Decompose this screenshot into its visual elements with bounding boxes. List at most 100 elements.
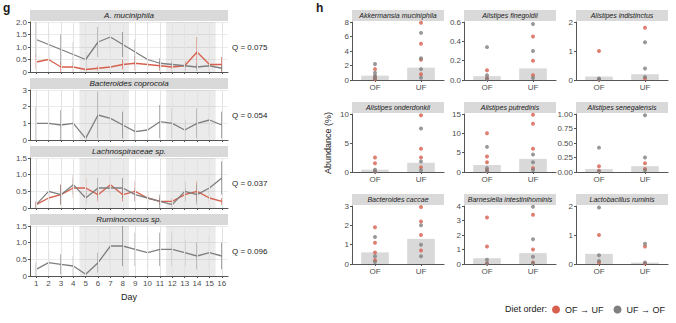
svg-text:4: 4 xyxy=(345,47,350,56)
svg-text:Akkermansia muciniphila: Akkermansia muciniphila xyxy=(358,12,437,20)
svg-text:8: 8 xyxy=(121,279,126,288)
svg-text:UF: UF xyxy=(416,175,427,184)
svg-text:0: 0 xyxy=(457,168,462,177)
svg-text:5: 5 xyxy=(457,148,462,157)
svg-text:1: 1 xyxy=(569,231,574,240)
svg-text:0: 0 xyxy=(345,168,350,177)
svg-text:1: 1 xyxy=(23,119,28,128)
svg-text:0.0: 0.0 xyxy=(450,76,462,85)
svg-text:Alistipes onderdonkii: Alistipes onderdonkii xyxy=(365,104,431,112)
svg-text:0.50: 0.50 xyxy=(557,139,573,148)
svg-text:0: 0 xyxy=(23,68,28,77)
svg-text:UF: UF xyxy=(528,267,539,276)
svg-text:Alistipes putredinis: Alistipes putredinis xyxy=(480,104,540,112)
svg-text:2: 2 xyxy=(569,18,574,27)
svg-text:15: 15 xyxy=(452,110,461,119)
svg-text:Bacteroides coprocola: Bacteroides coprocola xyxy=(89,79,169,88)
svg-text:0: 0 xyxy=(345,76,350,85)
svg-text:A. muciniphila: A. muciniphila xyxy=(103,11,154,20)
svg-text:OF: OF xyxy=(593,83,604,92)
svg-text:h: h xyxy=(316,1,323,15)
svg-text:1.0: 1.0 xyxy=(16,238,28,247)
svg-text:12: 12 xyxy=(168,279,177,288)
svg-text:8: 8 xyxy=(345,18,350,27)
svg-text:0.2: 0.2 xyxy=(450,56,462,65)
svg-text:3: 3 xyxy=(345,202,350,211)
svg-text:UF: UF xyxy=(416,83,427,92)
svg-text:1.0: 1.0 xyxy=(16,43,28,52)
svg-text:Lachnospiraceae sp.: Lachnospiraceae sp. xyxy=(92,147,166,156)
svg-text:UF: UF xyxy=(640,83,651,92)
svg-text:6: 6 xyxy=(96,279,101,288)
svg-text:Q = 0.054: Q = 0.054 xyxy=(232,111,268,120)
svg-text:OF: OF xyxy=(593,175,604,184)
svg-text:0: 0 xyxy=(23,272,28,281)
svg-text:3: 3 xyxy=(59,279,64,288)
svg-text:0.4: 0.4 xyxy=(450,37,462,46)
svg-text:10: 10 xyxy=(452,129,461,138)
svg-text:2.0: 2.0 xyxy=(16,18,28,27)
svg-text:UF: UF xyxy=(640,267,651,276)
svg-text:0: 0 xyxy=(569,260,574,269)
svg-text:UF: UF xyxy=(640,175,651,184)
svg-text:0.5: 0.5 xyxy=(16,187,28,196)
svg-text:Barnesiella intestinihominis: Barnesiella intestinihominis xyxy=(468,196,553,203)
svg-text:2: 2 xyxy=(345,61,350,70)
svg-text:11: 11 xyxy=(156,279,165,288)
svg-text:15: 15 xyxy=(205,279,214,288)
svg-text:UF: UF xyxy=(416,267,427,276)
svg-text:0.75: 0.75 xyxy=(557,124,573,133)
svg-text:OF → UF: OF → UF xyxy=(565,305,604,315)
svg-text:10: 10 xyxy=(143,279,152,288)
svg-text:Q = 0.075: Q = 0.075 xyxy=(232,43,268,52)
svg-text:9: 9 xyxy=(133,279,138,288)
svg-text:1: 1 xyxy=(345,240,350,249)
svg-text:3: 3 xyxy=(457,216,462,225)
svg-text:g: g xyxy=(3,1,10,15)
svg-text:Alistipes indistinctus: Alistipes indistinctus xyxy=(590,12,654,20)
svg-text:Bacteroides caccae: Bacteroides caccae xyxy=(367,196,428,203)
svg-text:1.5: 1.5 xyxy=(16,154,28,163)
svg-text:1.00: 1.00 xyxy=(557,110,573,119)
svg-text:0.25: 0.25 xyxy=(557,153,573,162)
svg-text:7: 7 xyxy=(108,279,113,288)
svg-text:UF: UF xyxy=(528,83,539,92)
svg-text:1: 1 xyxy=(457,245,462,254)
svg-text:4: 4 xyxy=(71,279,76,288)
svg-text:4: 4 xyxy=(457,202,462,211)
svg-text:0: 0 xyxy=(23,204,28,213)
svg-text:2: 2 xyxy=(23,102,28,111)
svg-text:2: 2 xyxy=(345,221,350,230)
svg-text:5: 5 xyxy=(345,139,350,148)
svg-text:Q = 0.037: Q = 0.037 xyxy=(232,179,268,188)
svg-text:5: 5 xyxy=(83,279,88,288)
svg-text:0.5: 0.5 xyxy=(16,255,28,264)
svg-text:Alistipes finegoldii: Alistipes finegoldii xyxy=(481,12,538,20)
svg-text:OF: OF xyxy=(369,267,380,276)
svg-text:3: 3 xyxy=(23,86,28,95)
svg-text:OF: OF xyxy=(481,267,492,276)
svg-text:16: 16 xyxy=(217,279,226,288)
svg-text:OF: OF xyxy=(369,175,380,184)
svg-text:UF: UF xyxy=(528,175,539,184)
svg-text:OF: OF xyxy=(369,83,380,92)
svg-text:0: 0 xyxy=(457,260,462,269)
svg-text:Lactobacillus ruminis: Lactobacillus ruminis xyxy=(590,196,655,203)
svg-text:0.5: 0.5 xyxy=(16,55,28,64)
svg-text:1.5: 1.5 xyxy=(16,30,28,39)
svg-text:0.00: 0.00 xyxy=(557,168,573,177)
svg-text:0: 0 xyxy=(345,260,350,269)
svg-text:1.5: 1.5 xyxy=(16,222,28,231)
svg-text:OF: OF xyxy=(481,175,492,184)
svg-text:10: 10 xyxy=(340,110,349,119)
svg-text:0: 0 xyxy=(23,136,28,145)
svg-text:13: 13 xyxy=(180,279,189,288)
svg-text:0: 0 xyxy=(569,76,574,85)
svg-text:OF: OF xyxy=(593,267,604,276)
svg-text:6: 6 xyxy=(345,32,350,41)
svg-text:1: 1 xyxy=(569,47,574,56)
svg-text:Ruminococcus sp.: Ruminococcus sp. xyxy=(96,215,161,224)
svg-text:Q = 0.096: Q = 0.096 xyxy=(232,247,268,256)
svg-text:Abundance (%): Abundance (%) xyxy=(323,112,333,174)
svg-text:OF: OF xyxy=(481,83,492,92)
